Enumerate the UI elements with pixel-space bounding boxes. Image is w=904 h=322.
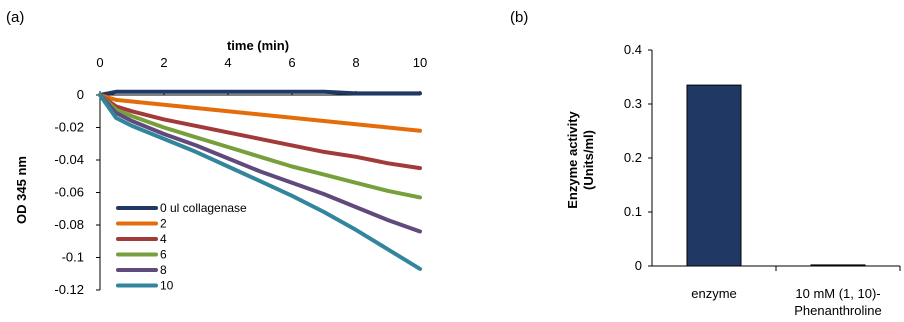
- chart-a-series-line: [98, 93, 422, 234]
- chart-a-y-tick-label: -0.12: [54, 282, 84, 297]
- chart-b-category-label: enzyme: [691, 286, 737, 301]
- chart-b-y-tick-label: 0.2: [624, 150, 642, 165]
- chart-a-y-tick-label: -0.06: [54, 185, 84, 200]
- chart-a-x-tick-label: 6: [288, 55, 295, 70]
- chart-a-x-ticks: 0 2 4 6 8 10: [96, 55, 427, 95]
- chart-b-y-axis-title-line2: (Units/ml): [581, 130, 596, 190]
- chart-a-x-axis-title: time (min): [227, 38, 289, 53]
- chart-a-y-axis-title: OD 345 nm: [14, 156, 29, 224]
- chart-a-y-ticks: 0 -0.02 -0.04 -0.06 -0.08 -0.1 -0.12: [54, 87, 100, 297]
- chart-a-legend-label: 4: [160, 232, 167, 246]
- chart-a-y-tick-label: -0.02: [54, 120, 84, 135]
- chart-a-legend-label: 0 ul collagenase: [160, 201, 247, 215]
- chart-a-legend-label: 2: [160, 217, 167, 231]
- chart-b-category-labels: enzyme 10 mM (1, 10)- Phenanthroline: [691, 286, 882, 318]
- chart-a-x-tick-label: 8: [352, 55, 359, 70]
- chart-a-legend-label: 10: [160, 279, 174, 293]
- chart-a-series-line: [98, 93, 422, 133]
- chart-b-bars: [686, 84, 866, 267]
- chart-b-enzyme-activity: (b) Enzyme activity (Units/ml) 0 0.1 0.2 0.…: [510, 9, 901, 318]
- chart-a-y-tick-label: 0: [77, 87, 84, 102]
- chart-b-y-axis-title-line1: Enzyme activity: [565, 110, 580, 208]
- chart-a-x-tick-label: 4: [224, 55, 231, 70]
- chart-a-series-line: [98, 89, 422, 97]
- chart-b-y-tick-label: 0.4: [624, 42, 642, 57]
- chart-b-y-tick-label: 0: [635, 258, 642, 273]
- chart-a-series-lines: [98, 89, 422, 271]
- panel-b-label: (b): [510, 9, 528, 26]
- chart-a-od-vs-time: (a) time (min) OD 345 nm 0 2 4 6 8 10 0-0.02-…: [6, 9, 427, 297]
- chart-b-category-label: 10 mM (1, 10)-: [795, 286, 880, 301]
- chart-a-x-tick-label: 10: [413, 55, 427, 70]
- chart-b-bar: [810, 264, 866, 267]
- chart-b-category-label: Phenanthroline: [794, 303, 881, 318]
- chart-a-legend: 0 ul collagenase 24 68 10: [116, 201, 247, 293]
- chart-a-y-tick-label: -0.08: [54, 217, 84, 232]
- chart-a-x-tick-label: 2: [160, 55, 167, 70]
- chart-b-y-ticks: 0 0.1 0.2 0.3 0.4: [624, 42, 652, 273]
- chart-a-y-tick-label: -0.1: [62, 250, 84, 265]
- chart-a-legend-label: 8: [160, 263, 167, 277]
- chart-a-legend-label: 6: [160, 248, 167, 262]
- chart-b-y-tick-label: 0.1: [624, 204, 642, 219]
- panel-a-label: (a): [6, 9, 24, 26]
- chart-a-series-line: [98, 93, 422, 171]
- chart-a-series-line: [98, 93, 422, 271]
- chart-b-bar: [686, 84, 742, 267]
- chart-a-y-tick-label: -0.04: [54, 152, 84, 167]
- chart-b-y-tick-label: 0.3: [624, 96, 642, 111]
- chart-a-x-tick-label: 0: [96, 55, 103, 70]
- chart-a-series-line: [98, 93, 422, 200]
